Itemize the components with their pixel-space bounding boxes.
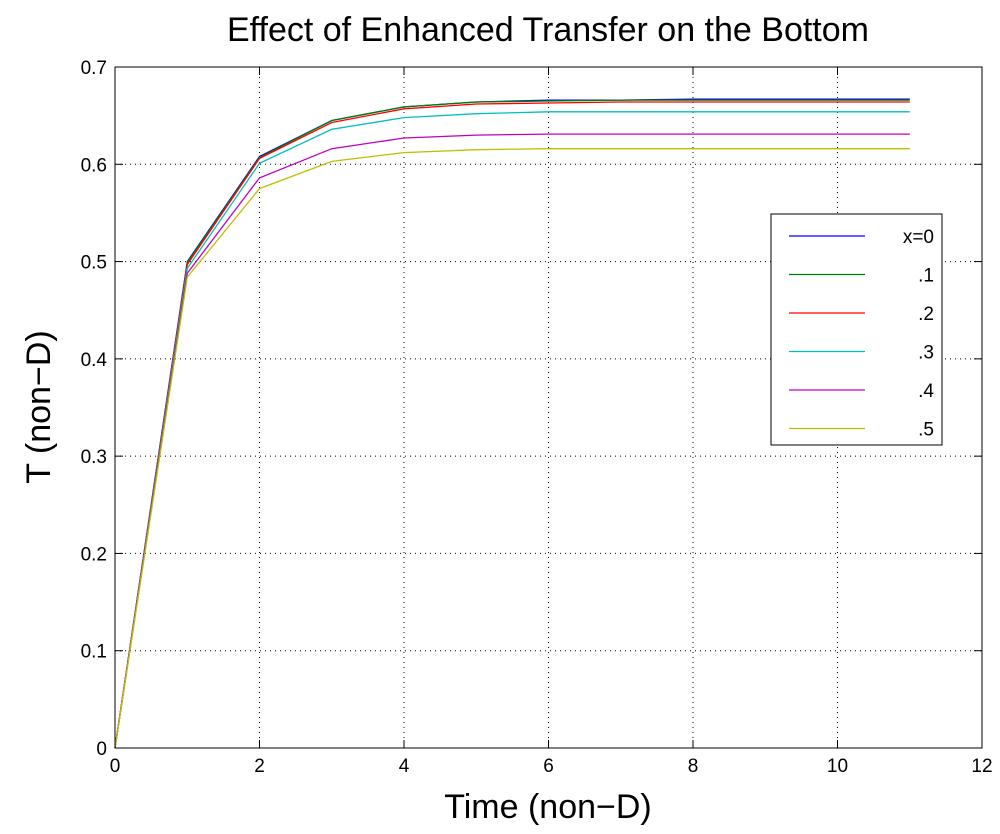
- x-tick-label: 6: [543, 756, 554, 777]
- y-tick-label: 0.3: [81, 447, 107, 468]
- y-tick-label: 0.2: [81, 544, 107, 565]
- x-tick-label: 8: [688, 756, 699, 777]
- y-tick-label: 0.6: [81, 155, 107, 176]
- y-tick-label: 0: [96, 739, 107, 760]
- y-tick-label: 0.1: [81, 642, 107, 663]
- legend-label: .4: [918, 381, 934, 402]
- x-tick-label: 4: [399, 756, 410, 777]
- series-line: [114, 148, 910, 749]
- x-tick-label: 10: [827, 756, 848, 777]
- legend-label: .3: [918, 343, 934, 364]
- y-tick-label: 0.7: [81, 58, 107, 79]
- series-line: [114, 133, 910, 749]
- y-tick-label: 0.4: [81, 350, 108, 371]
- legend-box: [770, 213, 943, 446]
- x-axis-label: Time (non−D): [444, 788, 652, 826]
- y-axis-label: T (non−D): [20, 330, 58, 483]
- legend: x=0 .1 .2 .3 .4 .5: [770, 213, 943, 446]
- legend-label: .5: [918, 420, 934, 441]
- x-tick-label: 2: [254, 756, 265, 777]
- y-tick-label: 0.5: [81, 253, 107, 274]
- x-tick-label: 12: [971, 756, 992, 777]
- chart-title: Effect of Enhanced Transfer on the Botto…: [227, 11, 869, 49]
- legend-label: x=0: [903, 227, 934, 248]
- series-line: [114, 101, 910, 749]
- x-tick-label: 0: [110, 756, 121, 777]
- legend-label: .2: [918, 304, 934, 325]
- legend-label: .1: [918, 266, 934, 287]
- series-line: [114, 111, 910, 749]
